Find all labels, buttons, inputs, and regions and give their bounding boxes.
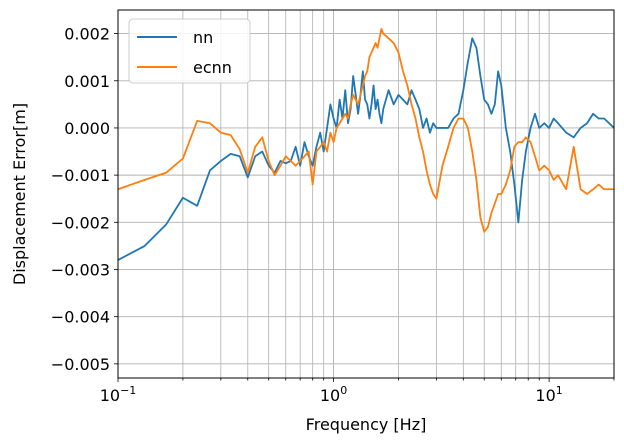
legend-label-ecnn: ecnn: [193, 58, 232, 77]
series-line-ecnn: [117, 27, 614, 233]
y-tick-label: −0.002: [51, 213, 110, 232]
y-axis-label: Displacement Error[m]: [10, 103, 29, 285]
y-tick-label: 0.000: [64, 119, 110, 138]
y-tick-label: −0.004: [51, 308, 110, 327]
x-axis-label: Frequency [Hz]: [306, 415, 427, 434]
series-layer: [117, 27, 615, 261]
x-tick-base: 10: [100, 386, 120, 405]
x-tick-exponent: 1: [556, 384, 563, 397]
y-tick-label: 0.002: [64, 25, 110, 44]
x-tick-exponent: 0: [340, 384, 347, 397]
x-tick-base: 10: [535, 386, 555, 405]
x-ticks: 10−1 100 101: [100, 378, 615, 405]
y-tick-label: −0.005: [51, 355, 110, 374]
y-tick-label: 0.001: [64, 72, 110, 91]
x-tick-label: 101: [535, 384, 562, 405]
x-tick-label: 10−1: [100, 384, 137, 405]
legend: nn ecnn: [128, 18, 251, 84]
legend-label-nn: nn: [193, 28, 213, 47]
plot-frame: [117, 9, 615, 379]
y-ticks: 0.002 0.001 0.000 −0.001 −0.002 −0.003 −0.004 −…: [51, 25, 118, 374]
y-tick-label: −0.001: [51, 166, 110, 185]
x-tick-base: 10: [320, 386, 340, 405]
series-line-nn: [117, 37, 615, 261]
y-tick-label: −0.003: [51, 260, 110, 279]
x-tick-exponent: −1: [120, 384, 136, 397]
x-tick-label: 100: [320, 384, 347, 405]
